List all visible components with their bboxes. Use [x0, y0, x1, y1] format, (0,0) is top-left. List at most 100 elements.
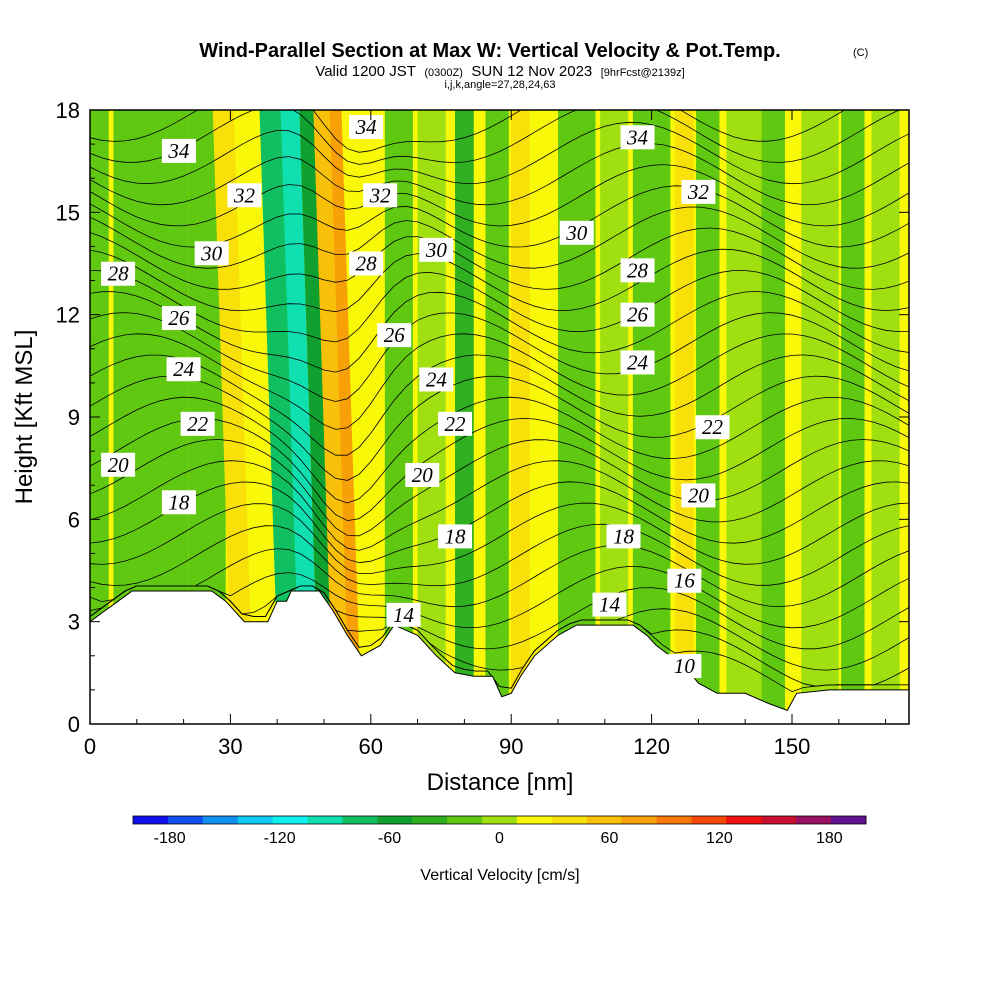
- x-axis-label: Distance [nm]: [427, 769, 574, 796]
- subtitle-valid: Valid 1200 JST: [315, 63, 416, 80]
- colorbar-tick-label: -180: [154, 830, 186, 847]
- contour-label-box: [377, 323, 412, 348]
- contour-label: 28: [108, 262, 130, 286]
- y-tick-label: 0: [68, 712, 80, 737]
- y-axis-ticks: 0 3 6 9 12 15 18: [56, 98, 909, 737]
- contour-label-box: [386, 602, 421, 627]
- y-tick-label: 15: [56, 200, 80, 225]
- contour-label: 34: [355, 115, 378, 139]
- x-tick-label: 0: [84, 734, 96, 759]
- theta-contour-line: [90, 206, 909, 269]
- theta-contour-line: [90, 481, 909, 564]
- colorbar-swatch: [516, 816, 553, 824]
- colorbar-swatch: [831, 816, 867, 824]
- contour-label-box: [180, 411, 215, 436]
- contour-label-box: [161, 490, 196, 515]
- velocity-band: [511, 110, 530, 724]
- contour-label-box: [166, 357, 201, 382]
- contour-label-box: [194, 241, 229, 266]
- contour-label-box: [681, 179, 716, 204]
- theta-contour-line: [90, 227, 909, 290]
- colorbar-swatch: [482, 816, 518, 824]
- contour-label: 26: [627, 303, 649, 327]
- colorbar-swatch: [342, 816, 378, 824]
- velocity-band: [280, 110, 320, 724]
- colorbar-swatch: [691, 816, 727, 824]
- contour-label: 18: [445, 524, 467, 548]
- contour-label-box: [101, 261, 136, 286]
- theta-contour-line: [90, 291, 909, 373]
- theta-contour-labels: 10 14 14 16 18 18 18 20 20 20 22 22 22 24 24 24 26 26 26 28…: [101, 115, 730, 679]
- contour-label-box: [606, 524, 641, 549]
- theta-contour-line: [90, 375, 909, 481]
- subtitle-indices: i,j,k,angle=27,28,24,63: [444, 79, 555, 91]
- contour-label: 26: [168, 306, 190, 330]
- contour-label: 32: [369, 183, 392, 207]
- contour-label: 18: [168, 490, 190, 514]
- theta-contour-line: [90, 566, 909, 629]
- contour-label: 10: [674, 654, 696, 678]
- velocity-band: [761, 110, 785, 724]
- contour-label: 32: [687, 180, 710, 204]
- contour-label: 24: [173, 357, 195, 381]
- theta-contour-line: [90, 164, 909, 227]
- velocity-band: [558, 110, 596, 724]
- contour-label: 34: [626, 125, 649, 149]
- theta-contour-line: [90, 312, 909, 402]
- contour-label: 24: [426, 367, 448, 391]
- colorbar-swatch: [586, 816, 623, 824]
- x-tick-label: 120: [633, 734, 670, 759]
- subtitle-forecast: [9hrFcst@2139z]: [601, 67, 685, 79]
- theta-contour-line: [90, 417, 909, 522]
- copyright-mark: (C): [853, 47, 868, 59]
- x-tick-label: 30: [218, 734, 242, 759]
- contour-label: 28: [356, 252, 378, 276]
- theta-contours: [90, 110, 909, 693]
- colorbar-tick-label: -120: [264, 830, 296, 847]
- y-tick-label: 6: [68, 507, 80, 532]
- contour-label: 34: [167, 139, 190, 163]
- y-tick-label: 18: [56, 98, 80, 123]
- colorbar-swatch: [412, 816, 448, 824]
- theta-contour-line: [90, 110, 846, 153]
- contour-label-box: [620, 258, 655, 283]
- velocity-band: [529, 110, 549, 724]
- contour-label: 18: [613, 524, 635, 548]
- colorbar-swatch: [133, 816, 169, 824]
- velocity-band: [417, 110, 446, 724]
- theta-contour-line: [90, 333, 909, 430]
- colorbar: [132, 815, 867, 825]
- contour-label: 14: [393, 603, 415, 627]
- theta-contour-line: [90, 460, 909, 551]
- velocity-band: [313, 110, 353, 724]
- contour-label: 26: [384, 323, 406, 347]
- colorbar-tick-label: -60: [378, 830, 401, 847]
- x-tick-label: 90: [499, 734, 523, 759]
- colorbar-frame: [132, 815, 867, 825]
- y-tick-label: 3: [68, 610, 80, 635]
- colorbar-swatch: [656, 816, 692, 824]
- colorbar-swatch: [621, 816, 658, 824]
- x-tick-label: 60: [359, 734, 383, 759]
- contour-label-box: [620, 302, 655, 327]
- contour-label-box: [667, 654, 702, 679]
- velocity-band: [726, 110, 764, 724]
- contour-label: 30: [425, 238, 448, 262]
- contour-label: 20: [688, 483, 710, 507]
- contour-label-box: [405, 462, 440, 487]
- colorbar-swatch: [167, 816, 204, 824]
- contour-label: 22: [187, 412, 209, 436]
- colorbar-swatch: [726, 816, 762, 824]
- subtitle-date: SUN 12 Nov 2023: [471, 63, 592, 80]
- colorbar-swatch: [202, 816, 239, 824]
- contour-label-box: [559, 220, 594, 245]
- contour-label: 22: [445, 412, 467, 436]
- contour-label-box: [620, 350, 655, 375]
- y-axis-label: Height [Kft MSL]: [11, 330, 38, 505]
- contour-label-box: [101, 452, 136, 477]
- contour-label-box: [438, 411, 473, 436]
- theta-contour-line: [90, 185, 909, 248]
- contour-label-box: [592, 592, 627, 617]
- y-tick-label: 12: [56, 303, 80, 328]
- theta-contour-line: [90, 270, 909, 343]
